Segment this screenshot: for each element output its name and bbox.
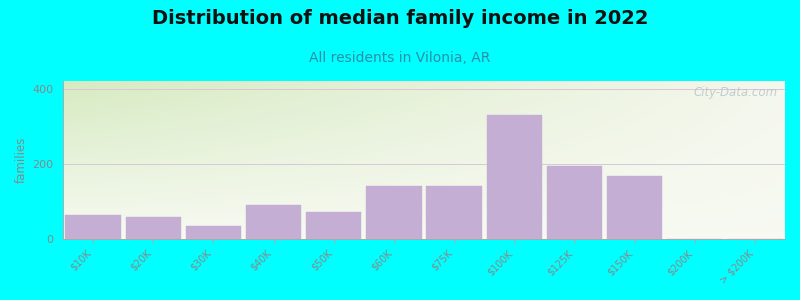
Bar bbox=[306, 212, 362, 239]
Bar bbox=[486, 115, 542, 239]
Bar bbox=[546, 166, 602, 239]
Bar bbox=[607, 176, 662, 239]
Bar bbox=[426, 186, 482, 239]
Bar bbox=[126, 217, 181, 239]
Bar bbox=[66, 214, 121, 239]
Bar bbox=[246, 205, 302, 239]
Y-axis label: families: families bbox=[15, 137, 28, 183]
Text: Distribution of median family income in 2022: Distribution of median family income in … bbox=[152, 9, 648, 28]
Text: All residents in Vilonia, AR: All residents in Vilonia, AR bbox=[310, 51, 490, 65]
Bar bbox=[366, 186, 422, 239]
Text: City-Data.com: City-Data.com bbox=[694, 86, 778, 99]
Bar bbox=[186, 226, 241, 239]
